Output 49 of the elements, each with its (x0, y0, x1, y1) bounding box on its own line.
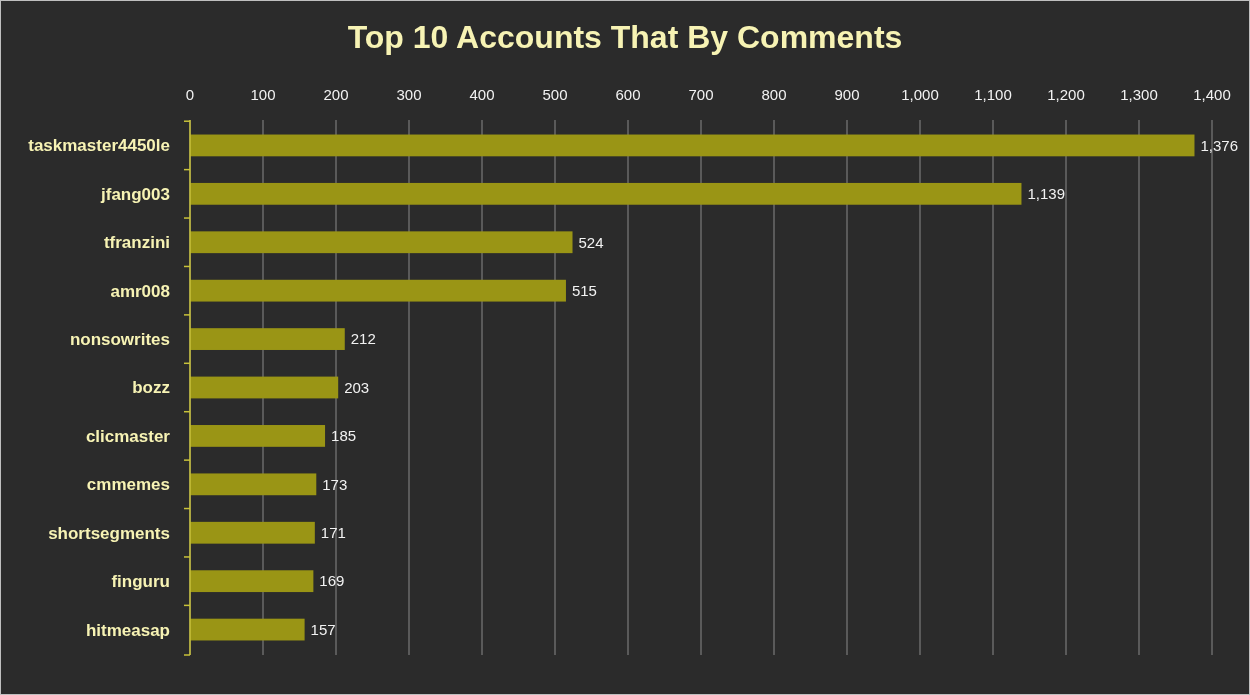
x-tick-label: 1,000 (901, 86, 939, 103)
bar (190, 618, 305, 641)
x-tick-label: 400 (469, 86, 495, 103)
x-tick-label: 700 (688, 86, 714, 103)
y-tick-label: bozz (132, 378, 170, 398)
data-label: 515 (571, 281, 597, 299)
x-tick-label: 100 (250, 86, 276, 103)
x-tick-label: 800 (761, 86, 787, 103)
bar (190, 328, 345, 350)
y-tick-label: finguru (111, 572, 170, 592)
x-tick-label: 1,400 (1193, 86, 1231, 103)
x-tick-label: 600 (615, 86, 641, 103)
x-tick-label: 200 (323, 86, 349, 103)
data-label: 1,376 (1200, 136, 1239, 154)
x-tick-label: 500 (542, 86, 568, 103)
data-label: 171 (320, 524, 346, 541)
y-tick-label: shortsegments (48, 523, 170, 543)
bar (190, 473, 317, 496)
data-label: 157 (310, 620, 336, 638)
x-tick-label: 300 (396, 86, 422, 103)
bar (190, 425, 326, 447)
y-tick-label: cmmemes (86, 475, 170, 495)
data-label: 203 (344, 378, 370, 396)
x-tick-label: 1,100 (974, 86, 1012, 103)
data-label: 185 (331, 427, 357, 445)
y-tick-label: taskmaster4450le (28, 136, 170, 156)
x-tick-label: 900 (834, 86, 860, 103)
bar (190, 521, 315, 544)
bar (190, 182, 1022, 205)
y-tick-label: jfang003 (100, 184, 170, 204)
y-tick-label: hitmeasap (85, 620, 170, 640)
x-tick-label: 0 (185, 86, 195, 103)
y-tick-label: tfranzini (103, 233, 170, 253)
y-tick-label: amr008 (110, 281, 170, 301)
data-label: 212 (350, 330, 376, 348)
data-label: 169 (319, 572, 345, 590)
bar (190, 570, 314, 593)
bar (190, 279, 566, 302)
y-tick-label: clicmaster (85, 426, 171, 446)
data-label: 524 (578, 233, 604, 251)
chart-title: Top 10 Accounts That By Comments (347, 19, 903, 55)
data-label: 173 (322, 475, 348, 493)
data-label: 1,139 (1027, 185, 1066, 203)
y-tick-label: nonsowrites (69, 330, 170, 350)
bar (190, 231, 573, 254)
x-tick-label: 1,200 (1047, 86, 1085, 103)
bar (190, 134, 1195, 157)
bar (190, 376, 339, 399)
x-tick-label: 1,300 (1120, 86, 1158, 103)
